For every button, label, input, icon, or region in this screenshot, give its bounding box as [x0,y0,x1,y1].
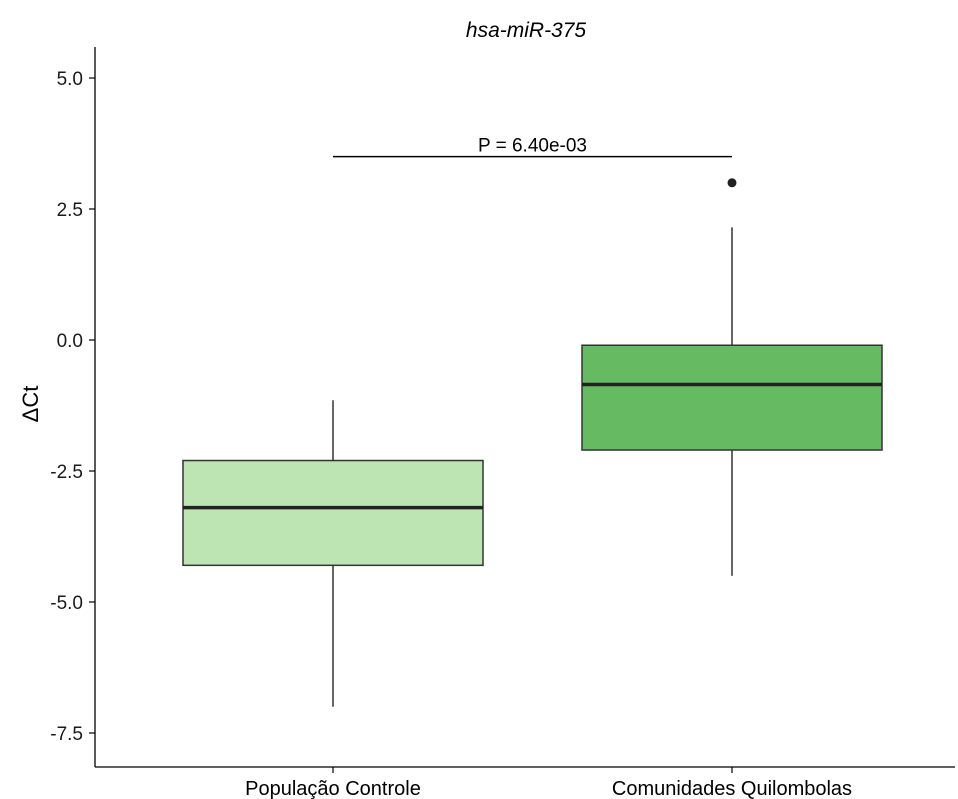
p-value-label: P = 6.40e-03 [478,136,587,157]
outlier-point [727,178,737,188]
y-tick-label: -2.5 [50,462,83,483]
y-tick-label: -5.0 [50,593,83,614]
box-iqr [182,459,484,567]
y-tick-label: 2.5 [57,200,83,221]
y-axis-label: ΔCt [18,386,43,423]
y-tick-label: -7.5 [50,724,83,745]
y-tick-label: 0.0 [57,331,83,352]
y-tick-label: 5.0 [57,69,83,90]
box-iqr [581,344,883,451]
x-category-label: População Controle [245,778,421,799]
x-category-label: Comunidades Quilombolas [612,778,852,799]
chart-title: hsa-miR-375 [466,19,587,42]
